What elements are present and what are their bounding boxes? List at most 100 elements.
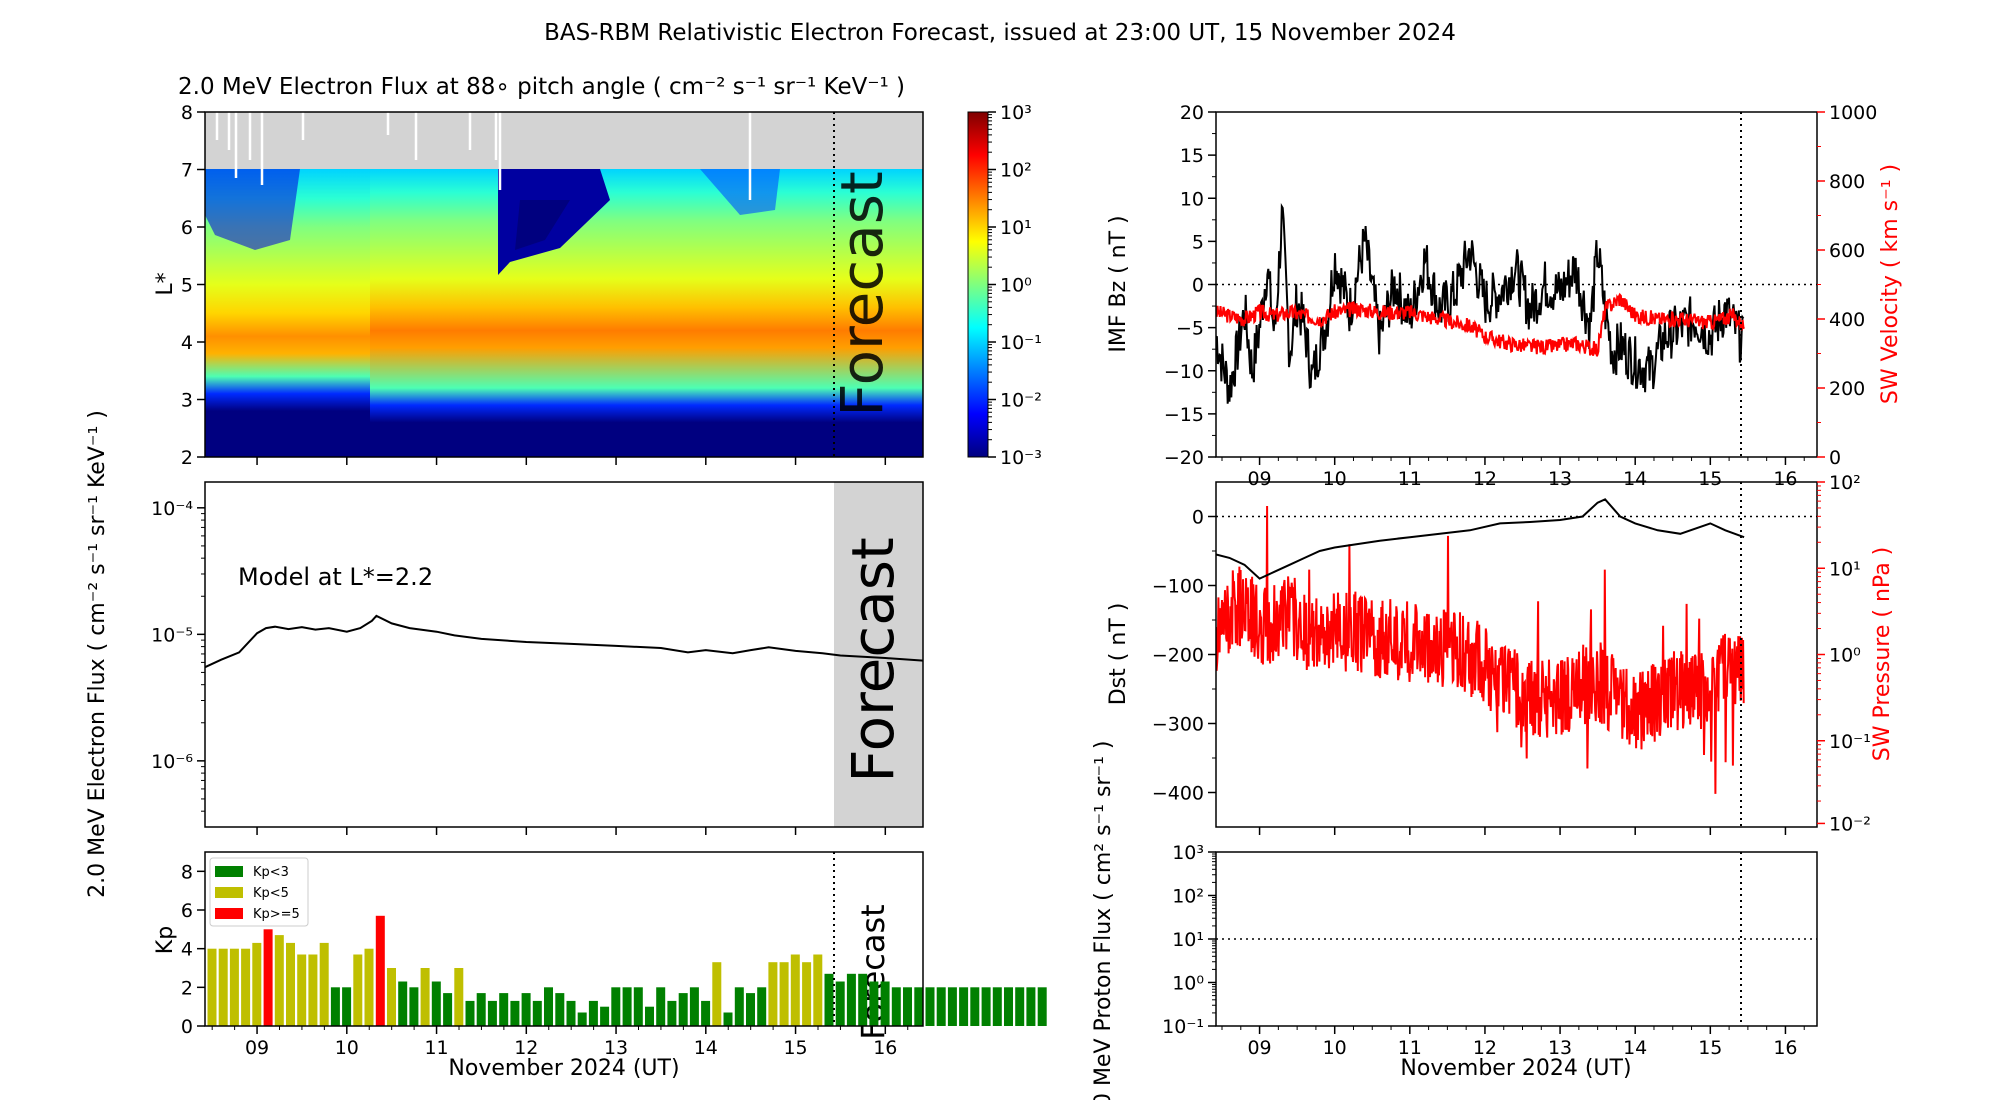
imf-y-ticks-label: −20 <box>1164 447 1204 469</box>
kp-bar <box>241 948 251 1026</box>
kp-bar <box>959 987 969 1026</box>
spectrogram-dropout-4 <box>700 169 780 215</box>
proton-y-ticks-label: 10¹ <box>1172 929 1204 951</box>
velocity-y-ticks: 0 200 400 600 800 1000 <box>1817 102 1877 469</box>
kp-bar <box>330 987 340 1026</box>
spectrogram-y-ticks-label: 2 <box>181 447 193 469</box>
kp-bar <box>375 915 385 1026</box>
kp-bar <box>431 981 441 1026</box>
proton-y-ticks-label: 10² <box>1172 886 1204 908</box>
proton-ylabel: >10 MeV Proton Flux ( cm² s⁻¹ sr⁻¹ ) <box>1091 741 1116 1100</box>
spectrogram-y-ticks-label: 5 <box>181 275 193 297</box>
kp-bar <box>420 968 430 1026</box>
kp-bar <box>667 1000 677 1026</box>
proton-x-ticks-label: 15 <box>1698 1037 1722 1059</box>
kp-x-ticks-label: 09 <box>245 1037 269 1059</box>
spectrogram-flux-field-late <box>370 169 923 457</box>
velocity-ylabel: SW Velocity ( km s⁻¹ ) <box>1878 164 1903 404</box>
imf-x-ticks-label: 15 <box>1698 468 1722 490</box>
spectrogram-forecast-label: Forecast <box>828 171 896 416</box>
pressure-y-ticks-label: 10² <box>1829 472 1861 494</box>
kp-legend-swatch-high <box>215 908 243 919</box>
flux-y-ticks-label: 10⁻⁴ <box>151 498 193 520</box>
kp-bar <box>678 993 688 1026</box>
kp-bar <box>723 1012 733 1026</box>
kp-bar <box>970 987 980 1026</box>
proton-x-ticks-label: 14 <box>1623 1037 1647 1059</box>
kp-bar <box>409 987 419 1026</box>
imf-x-ticks-label: 12 <box>1473 468 1497 490</box>
kp-bar <box>218 948 228 1026</box>
kp-x-ticks-label: 11 <box>424 1037 448 1059</box>
kp-bar <box>914 987 924 1026</box>
kp-bar <box>992 987 1002 1026</box>
dst-panel: −400 −300 −200 −100 0 10⁻² 10⁻¹ 10⁰ 10¹ 10² Dst … <box>1106 472 1895 835</box>
imf-y-ticks-label: 5 <box>1192 231 1204 253</box>
flux-line-panel: Forecast Model at L*=2.2 10⁻⁶ 10⁻⁵ 10⁻⁴ 2.… <box>85 410 924 898</box>
spectrogram-y-ticks: 2 3 4 5 6 7 8 <box>181 102 887 469</box>
kp-bar <box>846 973 856 1026</box>
kp-bar <box>981 987 991 1026</box>
spectrogram-dropout-1 <box>205 169 300 250</box>
pressure-y-ticks-label: 10⁻² <box>1829 813 1871 835</box>
kp-bar <box>790 954 800 1026</box>
kp-bar <box>274 935 284 1026</box>
kp-bar <box>555 993 565 1026</box>
flux-y-ticks-label: 10⁻⁶ <box>151 751 193 773</box>
kp-bar <box>443 993 453 1026</box>
kp-bar <box>656 987 666 1026</box>
kp-bar <box>813 954 823 1026</box>
imf-y-ticks: −20 −15 −10 −5 0 5 10 15 20 <box>1164 102 1216 469</box>
kp-bar <box>319 942 329 1026</box>
imf-panel: −20 −15 −10 −5 0 5 10 15 20 0 200 400 600 800 1000 09… <box>1106 102 1903 490</box>
pressure-y-ticks-label: 10⁻¹ <box>1829 731 1871 753</box>
imf-y-ticks-label: 20 <box>1180 102 1204 124</box>
spectrogram-no-data-band <box>205 112 923 169</box>
kp-frame <box>204 851 924 1027</box>
figure-title: BAS-RBM Relativistic Electron Forecast, … <box>544 20 1456 46</box>
kp-bar <box>1004 987 1013 1026</box>
kp-bar <box>947 987 957 1026</box>
kp-legend-low: Kp<3 <box>253 865 289 880</box>
kp-bar <box>252 942 262 1026</box>
kp-bar <box>734 987 744 1026</box>
kp-bar <box>925 987 935 1026</box>
kp-bar <box>532 1000 542 1026</box>
kp-bar <box>454 968 464 1026</box>
flux-y-ticks: 10⁻⁶ 10⁻⁵ 10⁻⁴ <box>151 498 887 835</box>
imf-x-ticks-label: 11 <box>1398 468 1422 490</box>
dst-y-ticks-label: −200 <box>1152 645 1204 667</box>
kp-bar <box>308 954 318 1026</box>
kp-bar <box>476 993 486 1026</box>
kp-legend-mid: Kp<5 <box>253 886 289 901</box>
imf-x-ticks-label: 09 <box>1247 468 1271 490</box>
kp-bar <box>499 993 509 1026</box>
kp-legend: Kp<3 Kp<5 Kp>=5 <box>209 857 309 927</box>
kp-bar <box>398 981 408 1026</box>
kp-bar <box>544 987 553 1026</box>
kp-bar <box>611 987 621 1026</box>
dst-y-ticks-label: −400 <box>1152 783 1204 805</box>
proton-x-ticks-label: 12 <box>1473 1037 1497 1059</box>
imf-x-ticks: 09 10 11 12 13 14 15 16 <box>1221 457 1805 490</box>
kp-bar <box>645 1006 654 1026</box>
kp-bar <box>577 1012 587 1026</box>
pressure-y-ticks-label: 10⁰ <box>1829 645 1861 667</box>
sw-pressure-line <box>1216 505 1745 794</box>
dst-y-ticks: −400 −300 −200 −100 0 <box>1152 507 1787 835</box>
kp-bar <box>802 962 812 1026</box>
imf-x-ticks-label: 10 <box>1323 468 1347 490</box>
dst-y-ticks-label: 0 <box>1192 507 1204 529</box>
kp-bar <box>1037 987 1047 1026</box>
kp-x-ticks-label: 10 <box>335 1037 359 1059</box>
proton-x-ticks-label: 09 <box>1247 1037 1271 1059</box>
kp-bar <box>689 987 699 1026</box>
kp-legend-swatch-low <box>215 866 243 877</box>
kp-bar <box>757 987 767 1026</box>
kp-bar <box>286 942 295 1026</box>
imf-y-ticks-label: 10 <box>1180 188 1204 210</box>
spectrogram-y-ticks-label: 4 <box>181 332 193 354</box>
flux-ylabel: 2.0 MeV Electron Flux ( cm⁻² s⁻¹ sr⁻¹ Ke… <box>85 410 110 898</box>
kp-bar <box>779 962 789 1026</box>
